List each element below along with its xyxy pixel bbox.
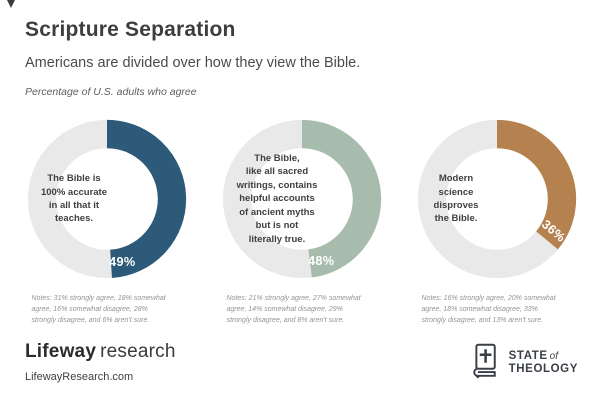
state-of-theology-logo: STATE of THEOLOGY <box>470 342 578 384</box>
footer-brand-block: Lifeway research LifewayResearch.com <box>25 341 176 383</box>
corner-mark-icon <box>7 0 15 8</box>
page-subtitle: Americans are divided over how they view… <box>25 55 361 71</box>
donut-ring-value <box>301 119 382 278</box>
page-note: Percentage of U.S. adults who agree <box>25 86 197 98</box>
logo-word-state: STATE <box>508 349 548 362</box>
donut-chart: 48% The Bible, like all sacred writings,… <box>219 116 385 282</box>
chart-column-sacred-writings: 48% The Bible, like all sacred writings,… <box>205 116 400 327</box>
chart-notes: Notes: 21% strongly agree, 27% somewhat … <box>226 295 361 325</box>
brand-name-bold: Lifeway <box>25 341 97 362</box>
footer-brand: Lifeway research <box>25 341 176 363</box>
percent-label: 49% <box>109 255 135 269</box>
percent-label: 48% <box>308 254 334 268</box>
chart-column-bible-accurate: 49% The Bible is 100% accurate in all th… <box>10 116 205 327</box>
footer-website: LifewayResearch.com <box>25 371 134 383</box>
donut-chart: 36% Modern science disproves the Bible. <box>414 116 580 282</box>
chart-notes: Notes: 16% strongly agree, 20% somewhat … <box>421 295 556 325</box>
page-title: Scripture Separation <box>25 18 236 41</box>
chart-notes: Notes: 31% strongly agree, 18% somewhat … <box>31 295 166 325</box>
donut-svg: 49% <box>27 119 187 279</box>
chart-column-modern-science: 36% Modern science disproves the Bible. … <box>400 116 595 327</box>
logo-word-of: of <box>549 350 558 362</box>
donut-svg: 48% <box>222 119 382 279</box>
charts-row: 49% The Bible is 100% accurate in all th… <box>8 116 596 327</box>
donut-ring-value <box>106 119 187 278</box>
donut-ring-value <box>496 119 577 250</box>
brand-name-light: research <box>100 341 176 362</box>
donut-chart: 49% The Bible is 100% accurate in all th… <box>24 116 190 282</box>
header: Scripture Separation Americans are divid… <box>25 18 360 98</box>
logo-word-theology: THEOLOGY <box>508 363 578 375</box>
donut-svg: 36% <box>417 119 577 279</box>
logo-text: STATE of THEOLOGY <box>509 350 578 376</box>
bible-book-cross-icon <box>470 342 500 384</box>
